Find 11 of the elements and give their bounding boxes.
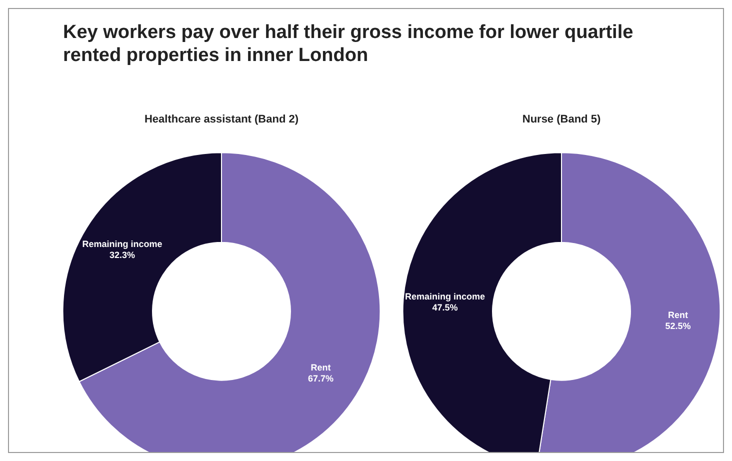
data-label: 47.5% (432, 302, 458, 313)
data-label: 67.7% (308, 374, 334, 384)
data-label: 52.5% (665, 321, 691, 332)
slice-label: Rent (310, 362, 331, 373)
chart-title: Key workers pay over half their gross income for lower quartile rented properties in inner London (63, 21, 634, 67)
slice-label: Remaining income (82, 239, 162, 250)
data-label: 32.3% (109, 250, 136, 260)
chart-subtitle: Healthcare assistant (Band 2) (144, 114, 299, 126)
slice-label: Rent (668, 310, 688, 320)
chart-subtitle: Nurse (Band 5) (522, 114, 601, 126)
slice-label: Remaining income (405, 292, 486, 302)
